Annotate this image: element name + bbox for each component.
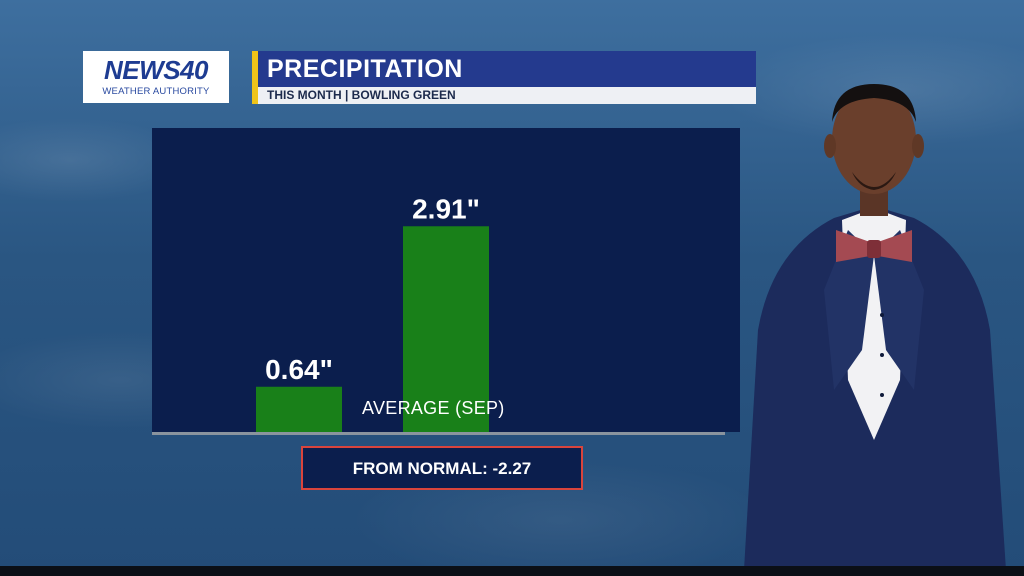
- chart-baseline: [152, 432, 725, 435]
- page-subtitle: THIS MONTH | BOWLING GREEN: [267, 88, 456, 102]
- bar-value-label-2: 2.91": [412, 193, 480, 224]
- logo-wordmark: NEWS40: [104, 55, 208, 85]
- station-logo: NEWS40 WEATHER AUTHORITY: [83, 51, 229, 103]
- from-normal-box: FROM NORMAL: -2.27: [301, 446, 583, 490]
- title-bar: PRECIPITATION: [252, 51, 756, 87]
- precipitation-chart: 0.64" 2.91": [152, 193, 725, 435]
- screen-bottom-bar: [0, 566, 1024, 576]
- precip-bar-2: [403, 226, 489, 432]
- bar-value-label-1: 0.64": [265, 354, 333, 385]
- category-label-average: AVERAGE (SEP): [362, 398, 505, 418]
- page-title: PRECIPITATION: [267, 55, 463, 83]
- presenter: [744, 84, 1006, 570]
- subtitle-bar: THIS MONTH | BOWLING GREEN: [252, 87, 756, 104]
- from-normal-value: FROM NORMAL: -2.27: [352, 459, 532, 478]
- logo-tagline: WEATHER AUTHORITY: [102, 86, 210, 97]
- precip-bar-1: [256, 386, 342, 432]
